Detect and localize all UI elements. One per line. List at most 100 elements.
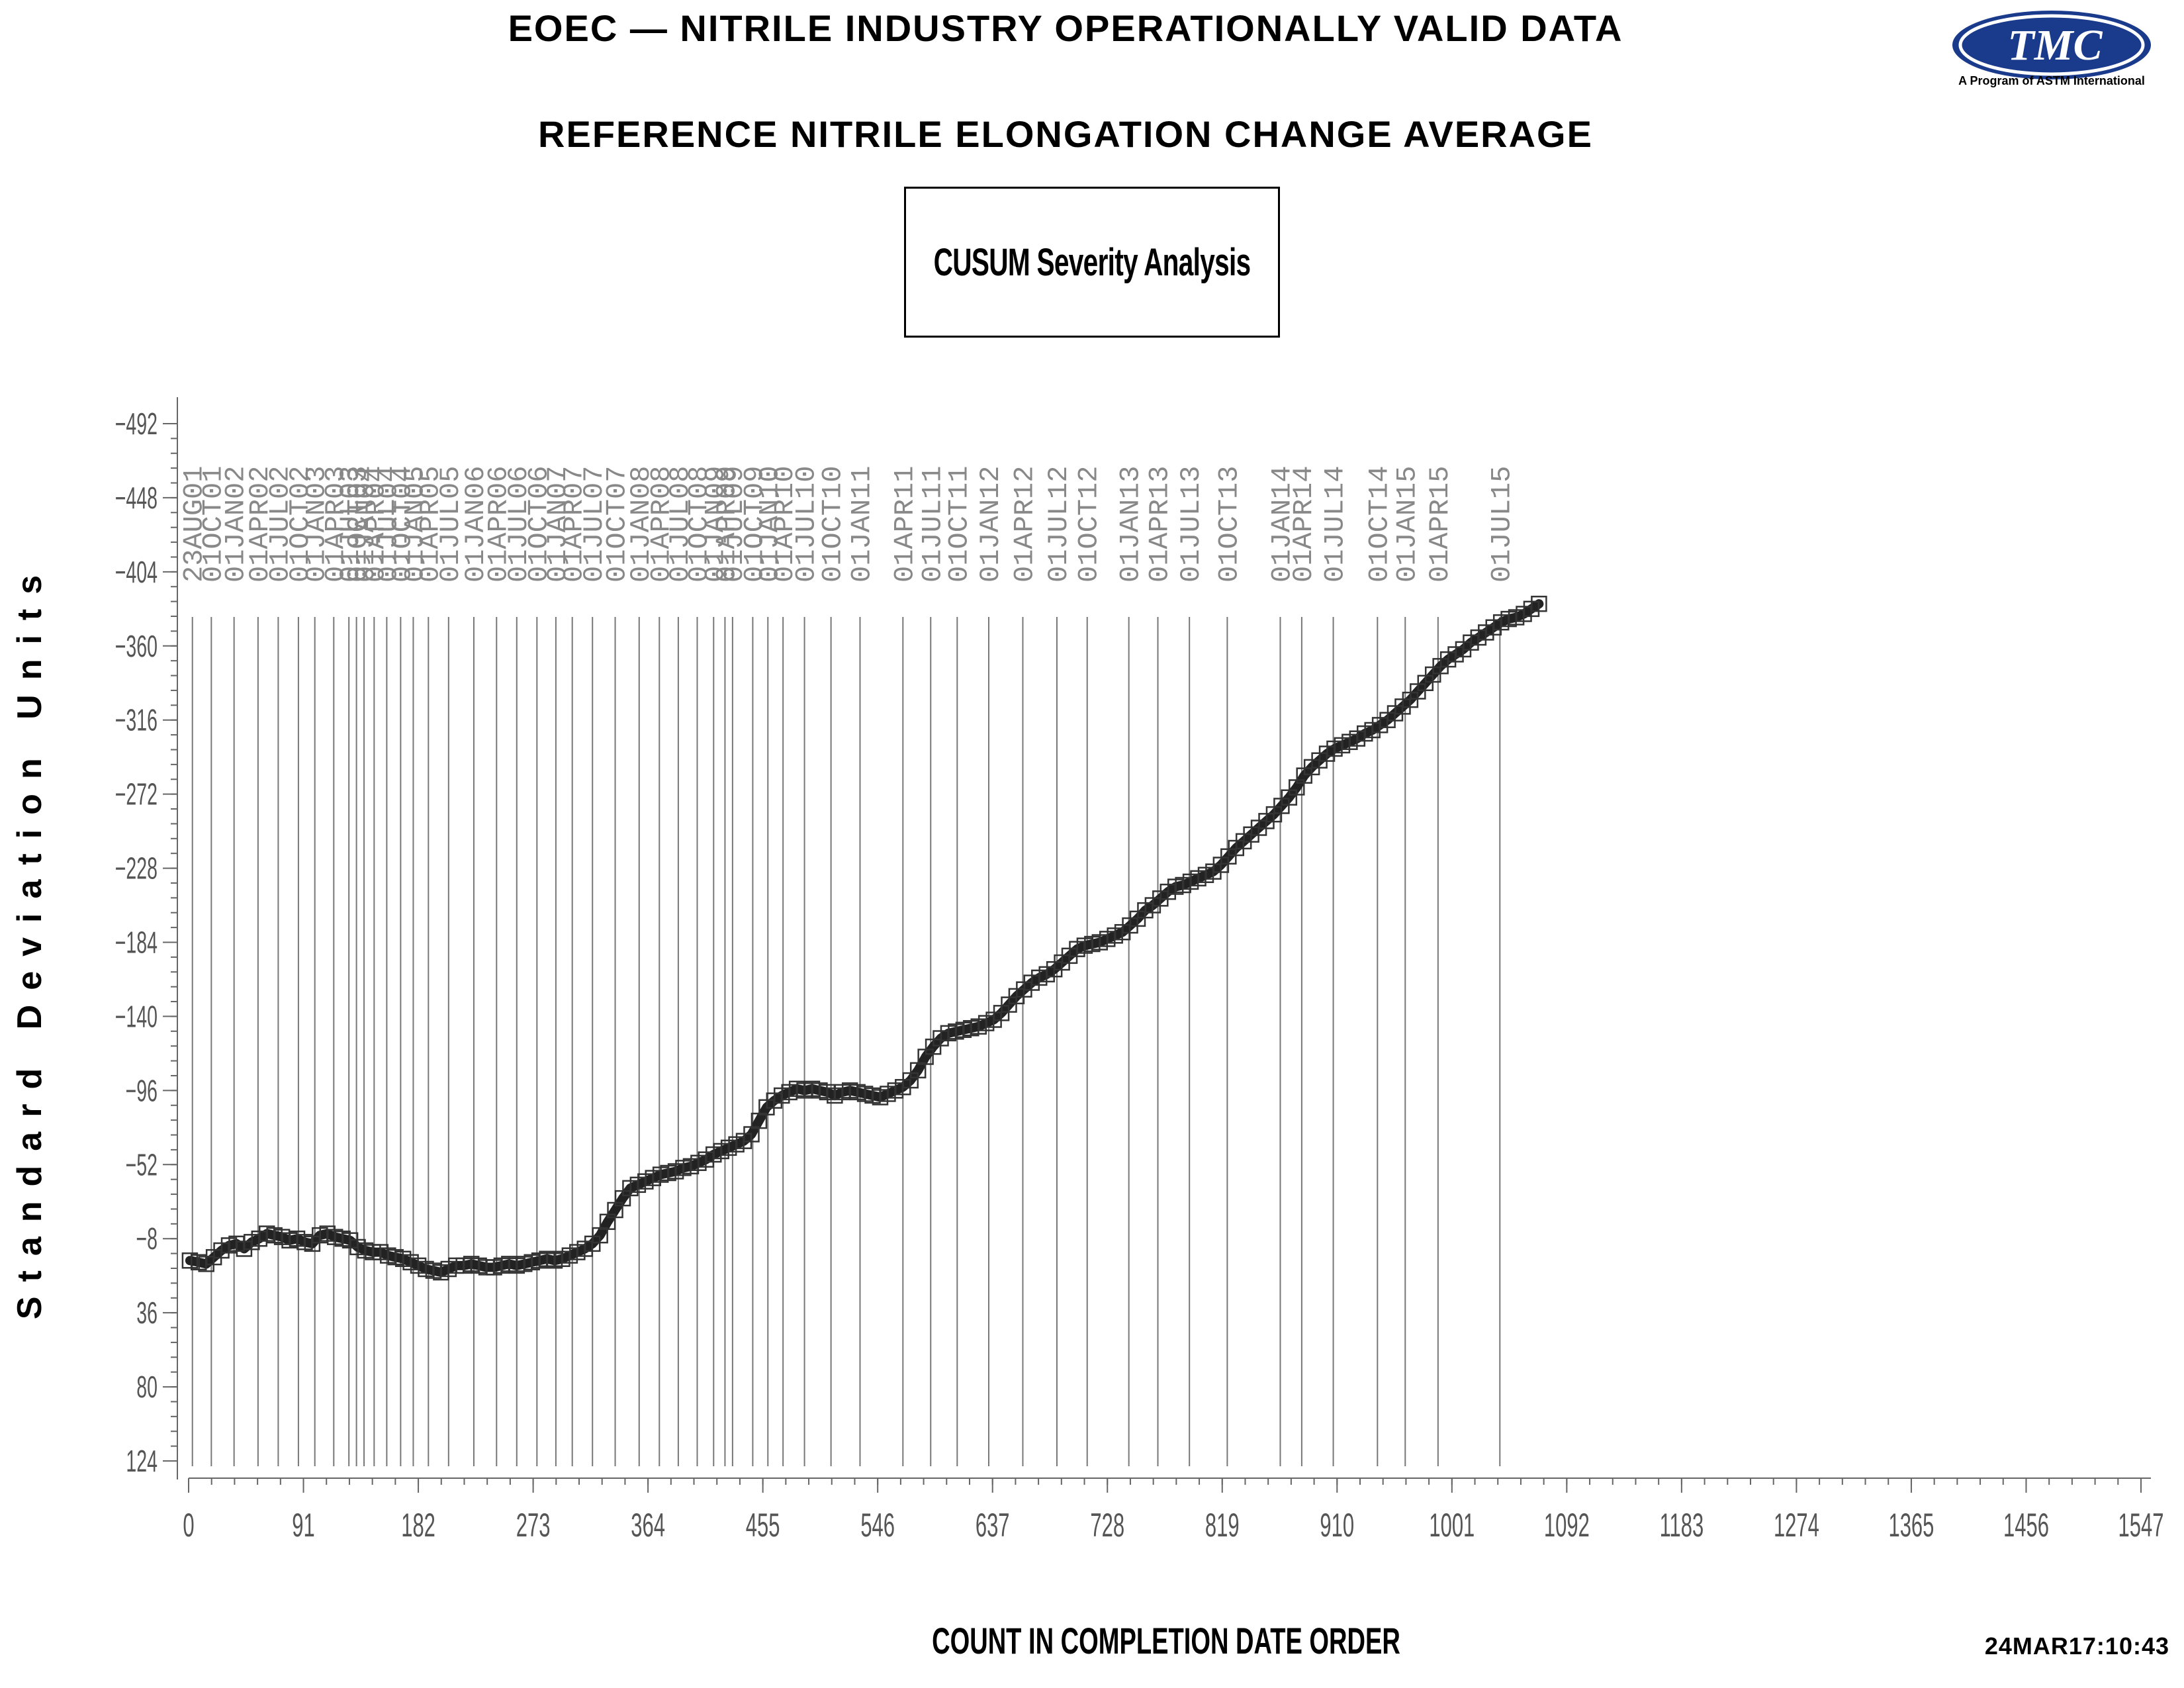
date-marker-label: 01APR14 bbox=[1288, 466, 1320, 583]
date-marker-label: 01JUL04 bbox=[373, 466, 404, 583]
date-marker-label: 01OCT13 bbox=[1213, 466, 1245, 583]
date-marker-label: 01OCT08 bbox=[683, 466, 715, 583]
y-tick-label: −8 bbox=[136, 1222, 158, 1256]
date-marker-labels: 23AUG0101OCT0101JAN0201APR0201JUL0201OCT… bbox=[179, 466, 1518, 583]
date-marker-label: 01APR12 bbox=[1009, 466, 1040, 583]
x-tick-label: 728 bbox=[1090, 1506, 1124, 1543]
date-marker-label: 01APR15 bbox=[1424, 466, 1456, 583]
x-tick-label: 546 bbox=[860, 1506, 895, 1543]
date-marker-label: 01JUL09 bbox=[719, 466, 751, 583]
date-marker-label: 23AUG01 bbox=[179, 466, 210, 583]
date-marker-label: 01JUL10 bbox=[791, 466, 823, 583]
x-tick-label: 910 bbox=[1320, 1506, 1354, 1543]
date-marker-label: 01JAN06 bbox=[460, 466, 492, 583]
x-tick-label: 91 bbox=[292, 1506, 314, 1543]
date-marker-label: 01APR06 bbox=[482, 466, 514, 583]
data-point-marker bbox=[1531, 595, 1547, 612]
logo-caption: A Program of ASTM International bbox=[1958, 74, 2145, 87]
y-tick-label: −228 bbox=[115, 852, 158, 886]
y-tick-label: −184 bbox=[115, 926, 158, 961]
date-marker-label: 01JUL07 bbox=[578, 466, 610, 583]
x-tick-label: 1456 bbox=[2003, 1506, 2049, 1543]
y-tick-label: 80 bbox=[136, 1370, 158, 1405]
date-marker-label: 01APR07 bbox=[559, 466, 590, 583]
date-marker-label: 01APR11 bbox=[889, 466, 921, 583]
analysis-label: CUSUM Severity Analysis bbox=[933, 240, 1251, 284]
date-marker-label: 01OCT14 bbox=[1363, 466, 1395, 583]
date-marker-label: 01JAN14 bbox=[1266, 466, 1298, 583]
date-marker-label: 01OCT10 bbox=[817, 466, 849, 583]
y-tick-label: 36 bbox=[136, 1296, 158, 1331]
y-axis-title: Standard Deviation Units bbox=[11, 561, 49, 1319]
date-marker-label: 01JUL08 bbox=[664, 466, 696, 583]
x-tick-label: 455 bbox=[746, 1506, 780, 1543]
date-marker-label: 01JUL05 bbox=[435, 466, 467, 583]
date-marker-label: 01JAN10 bbox=[754, 466, 786, 583]
y-tick-label: 124 bbox=[126, 1444, 158, 1479]
x-tick-label: 1365 bbox=[1888, 1506, 1934, 1543]
timestamp: 24MAR17:10:43 bbox=[1984, 1632, 2169, 1660]
date-marker-label: 01JAN07 bbox=[542, 466, 574, 583]
date-marker-label: 01JAN09 bbox=[700, 466, 731, 583]
date-marker-label: 01OCT09 bbox=[739, 466, 770, 583]
x-tick-label: 1092 bbox=[1544, 1506, 1590, 1543]
y-tick-label: −360 bbox=[115, 630, 158, 664]
date-marker-label: 01APR13 bbox=[1144, 466, 1176, 583]
date-marker-label: 01JUL13 bbox=[1175, 466, 1207, 583]
date-marker-label: 01JUL15 bbox=[1486, 466, 1518, 583]
page-title: EOEC — NITRILE INDUSTRY OPERATIONALLY VA… bbox=[508, 7, 1623, 49]
date-marker-label: 01OCT06 bbox=[523, 466, 555, 583]
date-marker-label: 01JAN04 bbox=[350, 466, 382, 583]
date-marker-label: 01JUL11 bbox=[917, 466, 948, 583]
date-marker-label: 01APR08 bbox=[645, 466, 677, 583]
analysis-label-box: CUSUM Severity Analysis bbox=[904, 187, 1280, 338]
x-axis: 0 91 182 273 364 455 546 637 728 819 910 1001 1092 11… bbox=[183, 1477, 2164, 1544]
date-marker-label: 01APR10 bbox=[769, 466, 801, 583]
date-marker-label: 01APR09 bbox=[711, 466, 743, 583]
date-marker-label: 01JAN03 bbox=[301, 466, 333, 583]
page-subtitle: REFERENCE NITRILE ELONGATION CHANGE AVER… bbox=[538, 113, 1593, 155]
y-tick-label: −404 bbox=[115, 555, 158, 590]
date-marker-label: 01OCT04 bbox=[387, 466, 418, 583]
date-marker-label: 01JAN05 bbox=[399, 466, 431, 583]
date-marker-label: 01OCT02 bbox=[285, 466, 316, 583]
x-tick-label: 1001 bbox=[1429, 1506, 1475, 1543]
date-marker-label: 01APR05 bbox=[414, 466, 446, 583]
y-tick-label: −52 bbox=[126, 1148, 158, 1182]
x-tick-label: 364 bbox=[631, 1506, 665, 1543]
date-marker-lines bbox=[191, 617, 1501, 1466]
y-tick-label: −492 bbox=[115, 407, 158, 442]
date-marker-label: 01OCT07 bbox=[602, 466, 633, 583]
x-tick-label: 182 bbox=[401, 1506, 435, 1543]
x-axis-title: COUNT IN COMPLETION DATE ORDER bbox=[932, 1621, 1400, 1662]
x-tick-label: 1183 bbox=[1660, 1506, 1704, 1543]
y-tick-label: −96 bbox=[126, 1074, 158, 1108]
x-tick-label: 1547 bbox=[2118, 1506, 2164, 1543]
date-marker-label: 01JAN13 bbox=[1115, 466, 1147, 583]
date-marker-label: 01OCT11 bbox=[943, 466, 975, 583]
date-marker-label: 01JAN08 bbox=[625, 466, 657, 583]
logo-ellipse bbox=[1952, 11, 2151, 79]
date-marker-label: 01APR03 bbox=[320, 466, 351, 583]
cusum-series bbox=[181, 595, 1547, 1281]
x-tick-label: 637 bbox=[976, 1506, 1010, 1543]
tmc-logo: TMC bbox=[1952, 11, 2151, 79]
date-marker-label: 01JUL12 bbox=[1043, 466, 1075, 583]
cusum-line bbox=[185, 599, 1544, 1278]
date-marker-label: 01JAN12 bbox=[975, 466, 1007, 583]
logo-ring bbox=[1958, 14, 2145, 76]
date-marker-label: 01OCT12 bbox=[1073, 466, 1105, 583]
x-tick-label: 819 bbox=[1205, 1506, 1240, 1543]
logo-text: TMC bbox=[2007, 21, 2103, 70]
y-tick-label: −448 bbox=[115, 481, 158, 516]
y-axis: −492 −448 −404 −360 −316 −272 −228 −184 −140 −96 −… bbox=[115, 397, 178, 1479]
date-marker-label: 01APR02 bbox=[244, 466, 276, 583]
y-tick-label: −316 bbox=[115, 704, 158, 738]
date-marker-label: 01JAN11 bbox=[846, 466, 878, 583]
date-marker-label: 01JUL06 bbox=[503, 466, 535, 583]
x-tick-label: 1274 bbox=[1774, 1506, 1819, 1543]
date-marker-label: 01JUL03 bbox=[335, 466, 367, 583]
x-tick-label: 0 bbox=[183, 1506, 194, 1543]
date-marker-label: 01APR04 bbox=[360, 466, 392, 583]
